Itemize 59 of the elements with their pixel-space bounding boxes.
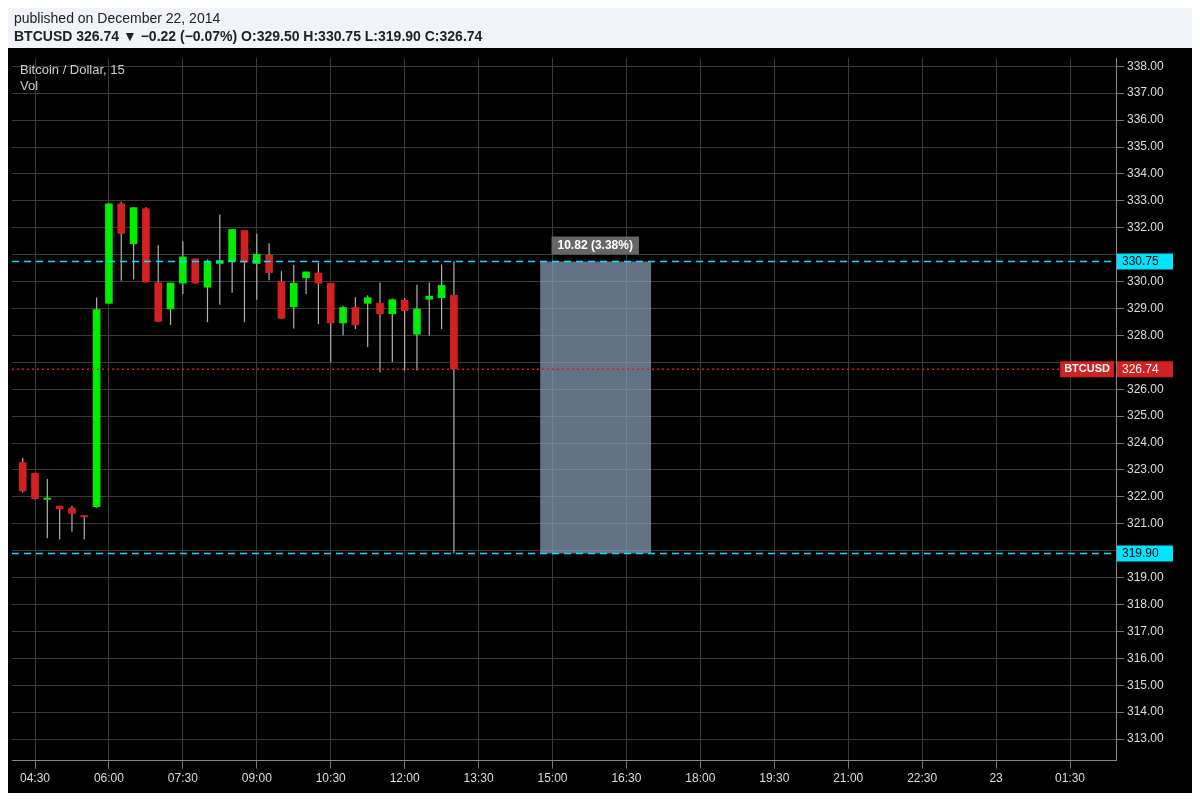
candlestick (216, 213, 224, 306)
candlestick (265, 242, 273, 281)
x-tick-label: 10:30 (315, 771, 347, 786)
y-tick-label: 321.00 (1127, 516, 1165, 531)
candlestick (351, 296, 360, 330)
y-tick-label: 337.00 (1127, 85, 1165, 100)
x-tick-label: 21:00 (833, 771, 864, 786)
x-tick-label: 19:30 (759, 771, 790, 786)
y-tick-label: 329.00 (1127, 300, 1165, 315)
y-tick-label: 332.00 (1127, 220, 1165, 235)
y-tick-label: 328.00 (1127, 327, 1165, 342)
x-tick-label: 06:00 (93, 771, 125, 786)
y-tick-label: 313.00 (1127, 731, 1165, 746)
ref-line-label: 326.74 (1122, 361, 1160, 376)
candlestick (363, 294, 372, 348)
chart-subtitle: BTCUSD 326.74 ▼ −0.22 (−0.07%) O:329.50 H:330.75 L:319.90 C:326.74 (13, 28, 484, 46)
x-tick-label: 04:30 (19, 771, 51, 786)
y-tick-label: 333.00 (1127, 193, 1165, 208)
y-tick-label: 322.00 (1127, 489, 1165, 504)
y-tick-label: 335.00 (1127, 139, 1165, 154)
chart-title: Bitcoin / Dollar, 15 (20, 62, 125, 78)
y-tick-label: 338.00 (1127, 58, 1165, 73)
text: published on December 22, 2014 (13, 9, 222, 28)
x-tick-label: 22:30 (907, 771, 938, 786)
y-tick-label: 318.00 (1127, 596, 1165, 611)
candlestick (339, 305, 347, 336)
y-tick-label: 326.00 (1127, 381, 1165, 396)
x-tick-label: 09:00 (241, 771, 273, 786)
y-tick-label: 319.00 (1127, 569, 1165, 584)
y-tick-label: 334.00 (1127, 166, 1165, 181)
y-tick-label: 336.00 (1127, 112, 1165, 127)
y-tick-label: 314.00 (1127, 704, 1165, 719)
candlestick (252, 233, 261, 301)
annotation: 10.82 (3.38%) (557, 237, 633, 252)
ref-line-label: 330.75 (1122, 253, 1160, 268)
y-tick-label: 330.00 (1127, 273, 1165, 288)
y-tick-label: 324.00 (1127, 435, 1165, 450)
candlestick (425, 281, 434, 336)
x-tick-label: 12:00 (389, 771, 420, 786)
y-tick-label: 325.00 (1127, 408, 1165, 423)
candlestick (68, 505, 76, 533)
x-tick-label: 01:30 (1054, 771, 1086, 786)
candlestick (437, 264, 446, 330)
annotation: BTCUSD (1064, 362, 1111, 375)
annotation: Vol (20, 78, 39, 94)
y-tick-label: 316.00 (1127, 650, 1165, 665)
candlestick (80, 514, 89, 540)
candlestick (43, 478, 52, 539)
y-tick-label: 323.00 (1127, 462, 1165, 477)
x-tick-label: 16:30 (611, 771, 642, 786)
x-tick-label: 13:30 (463, 771, 494, 786)
y-tick-label: 315.00 (1127, 677, 1165, 692)
candlestick (388, 297, 397, 363)
y-tick-label: 317.00 (1127, 623, 1165, 638)
x-tick-label: 23 (989, 771, 1004, 786)
x-tick-label: 18:00 (685, 771, 716, 786)
x-tick-label: 07:30 (167, 771, 199, 786)
ref-line-label: 319.90 (1122, 545, 1160, 560)
x-tick-label: 15:00 (537, 771, 568, 786)
